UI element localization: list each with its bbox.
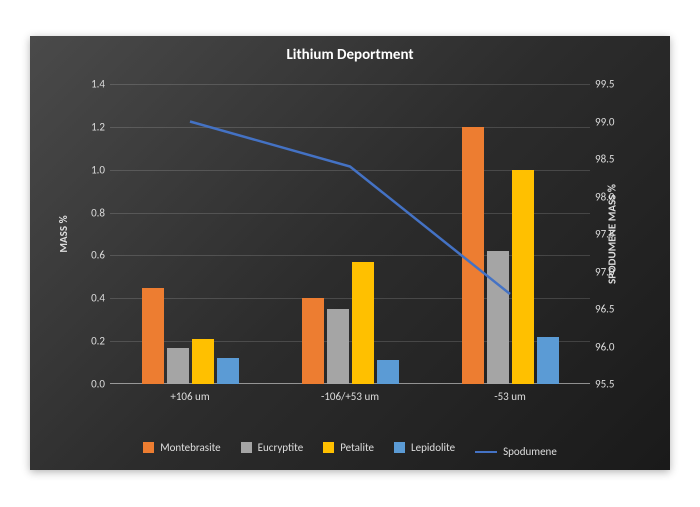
legend-swatch: [394, 442, 405, 453]
legend-line-swatch: [475, 451, 497, 453]
chart-container: Lithium Deportment MASS % SPODUMENE MASS…: [30, 36, 670, 470]
legend-label: Montebrasite: [160, 441, 220, 454]
chart-title: Lithium Deportment: [30, 36, 670, 64]
legend-label: Lepidolite: [411, 441, 455, 454]
legend-label: Eucryptite: [258, 441, 304, 454]
y-tick-right: 95.5: [595, 378, 630, 391]
y-tick-right: 98.0: [595, 190, 630, 203]
y-tick-left: 1.0: [70, 163, 105, 176]
y-tick-left: 0.8: [70, 206, 105, 219]
y-axis-left-label: MASS %: [57, 215, 70, 252]
y-tick-right: 96.0: [595, 340, 630, 353]
legend-item-lepidolite: Lepidolite: [394, 441, 455, 454]
line-spodumene: [190, 122, 510, 295]
x-tick: -106/+53 um: [321, 390, 379, 403]
y-tick-left: 0.2: [70, 335, 105, 348]
y-tick-right: 99.0: [595, 115, 630, 128]
legend-item-petalite: Petalite: [323, 441, 374, 454]
legend-item-spodumene: Spodumene: [475, 445, 557, 458]
y-tick-right: 97.5: [595, 228, 630, 241]
y-tick-left: 1.2: [70, 120, 105, 133]
y-tick-left: 0.6: [70, 249, 105, 262]
y-tick-right: 96.5: [595, 303, 630, 316]
line-series-svg: [110, 84, 590, 384]
y-tick-right: 97.0: [595, 265, 630, 278]
legend-swatch: [241, 442, 252, 453]
legend: Montebrasite Eucryptite Petalite Lepidolite…: [30, 439, 670, 459]
legend-item-montebrasite: Montebrasite: [143, 441, 220, 454]
legend-label: Petalite: [340, 441, 374, 454]
plot-area: MASS % SPODUMENE MASS % 0.00.20.40.60.81…: [110, 84, 590, 384]
legend-swatch: [323, 442, 334, 453]
y-tick-right: 98.5: [595, 153, 630, 166]
legend-item-eucryptite: Eucryptite: [241, 441, 304, 454]
y-tick-left: 0.4: [70, 292, 105, 305]
y-tick-right: 99.5: [595, 78, 630, 91]
y-tick-left: 1.4: [70, 78, 105, 91]
x-tick: +106 um: [170, 390, 209, 403]
legend-swatch: [143, 442, 154, 453]
x-tick: -53 um: [494, 390, 526, 403]
legend-label: Spodumene: [503, 445, 557, 458]
y-tick-left: 0.0: [70, 378, 105, 391]
